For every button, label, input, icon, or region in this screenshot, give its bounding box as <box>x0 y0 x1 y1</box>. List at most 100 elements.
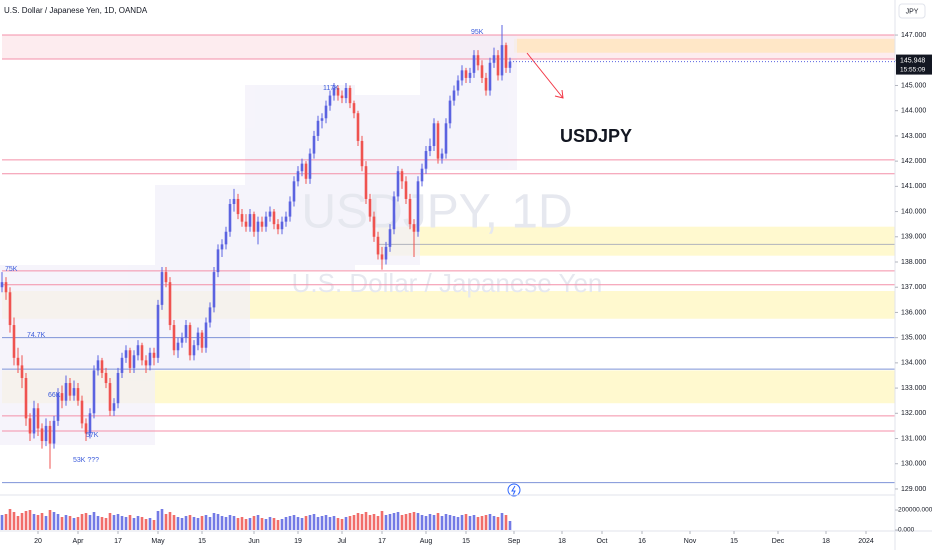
candle-body <box>408 198 412 225</box>
volume-bar <box>328 517 332 530</box>
candle-body <box>124 350 128 358</box>
candle-body <box>104 372 108 384</box>
candle-body <box>200 332 204 348</box>
y-tick-label: 129.000 <box>901 486 926 493</box>
candle-body <box>52 420 56 444</box>
volume-bar <box>332 516 336 530</box>
volume-bar <box>500 513 504 530</box>
volume-bar <box>444 514 448 530</box>
volume-bar <box>244 519 248 530</box>
x-tick-label: 2024 <box>858 538 874 545</box>
y-tick-label: 131.000 <box>901 435 926 442</box>
candle-body <box>468 72 472 78</box>
candle-body <box>508 61 512 68</box>
candle-body <box>40 428 44 442</box>
volume-bar <box>108 513 112 530</box>
volume-bar <box>148 518 152 530</box>
volume-bar <box>492 516 496 530</box>
y-tick-label: 138.000 <box>901 259 926 266</box>
event-icon[interactable] <box>507 483 521 497</box>
candle-body <box>284 216 288 222</box>
candle-body <box>224 231 228 245</box>
volume-bar <box>304 516 308 530</box>
currency-button-box[interactable] <box>898 3 926 19</box>
candle-body <box>448 100 452 124</box>
candle-body <box>96 360 100 371</box>
watermark-subtitle: U.S. Dollar / Japanese Yen <box>292 268 603 298</box>
candle-body <box>312 135 316 154</box>
profile-box <box>0 265 155 445</box>
candle-body <box>88 413 92 434</box>
volume-bar <box>276 520 280 530</box>
profile-labels: 75K 74.7K 66K 57K 53K ??? 117K 95K <box>5 29 484 464</box>
volume-bar <box>124 517 128 530</box>
x-tick-label: Oct <box>597 538 608 545</box>
volume-bar <box>224 517 228 530</box>
x-tick-label: 16 <box>638 538 646 545</box>
candle-body <box>216 249 220 273</box>
event-circle[interactable] <box>507 483 521 497</box>
volume-bar <box>392 513 396 530</box>
volume-bar <box>176 517 180 530</box>
profile-label: 74.7K <box>27 332 46 339</box>
volume-bar <box>484 515 488 530</box>
symbol-header: U.S. Dollar / Japanese Yen, 1D, OANDA <box>4 6 148 15</box>
candle-body <box>308 153 312 179</box>
candle-body <box>36 408 40 429</box>
candle-body <box>336 88 340 96</box>
volume-bar <box>360 514 364 530</box>
volume-bar <box>428 514 432 530</box>
volume-bar <box>260 518 264 530</box>
currency-button-label[interactable]: JPY <box>906 8 919 15</box>
candle-body <box>504 45 508 68</box>
candle-body <box>212 272 216 308</box>
volume-bar <box>456 517 460 530</box>
volume-bar <box>60 517 64 530</box>
volume-bar <box>356 513 360 530</box>
candle-body <box>472 55 476 73</box>
y-tick-label: 132.000 <box>901 410 926 417</box>
volume-bar <box>400 515 404 530</box>
candle-body <box>296 171 300 182</box>
volume-bar <box>488 514 492 530</box>
x-tick-label: 17 <box>378 538 386 545</box>
y-tick-label: 145.000 <box>901 82 926 89</box>
y-tick-label: 135.000 <box>901 334 926 341</box>
volume-bar <box>380 511 384 530</box>
volume-bar <box>180 518 184 530</box>
profile-label: 53K ??? <box>73 457 99 464</box>
candle-body <box>464 70 468 78</box>
candle-body <box>188 325 192 356</box>
candle-body <box>236 198 240 215</box>
candle-body <box>100 360 104 373</box>
volume-bar <box>436 513 440 530</box>
volume-bar <box>408 513 412 530</box>
candle-body <box>72 388 76 396</box>
candle-body <box>340 95 344 99</box>
candle-body <box>20 365 24 378</box>
candle-body <box>136 345 140 356</box>
candle-body <box>324 105 328 119</box>
volume-bar <box>168 512 172 530</box>
candle-body <box>68 383 72 396</box>
candle-body <box>480 65 484 78</box>
volume-bar <box>472 515 476 530</box>
candle-body <box>140 345 144 361</box>
profile-label: 95K <box>471 29 484 36</box>
volume-bar <box>384 515 388 530</box>
candle-body <box>420 168 424 182</box>
candle-body <box>440 153 444 159</box>
levels-layer <box>1 34 895 484</box>
volume-bar <box>20 513 24 530</box>
currency-button[interactable]: JPY <box>898 3 926 19</box>
candle-body <box>328 95 332 106</box>
candle-body <box>0 282 4 288</box>
volume-bar <box>152 520 156 530</box>
candle-body <box>320 118 324 121</box>
candle-body <box>400 171 404 182</box>
x-tick-label: 15 <box>462 538 470 545</box>
candle-body <box>148 352 152 366</box>
candle-body <box>156 304 160 358</box>
candle-body <box>248 214 252 227</box>
volume-bar <box>412 512 416 530</box>
